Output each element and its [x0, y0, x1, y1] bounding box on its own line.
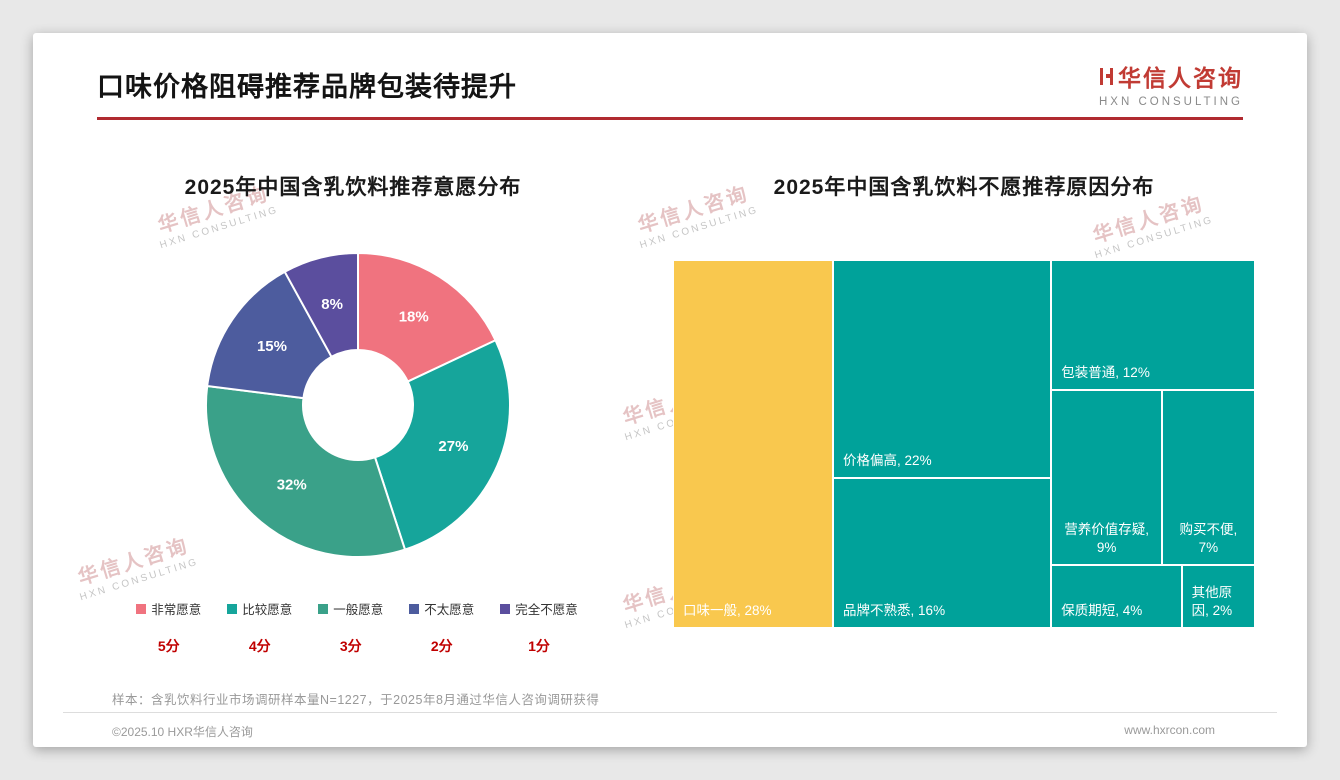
company-logo: 华信人咨询 HXN CONSULTING: [1099, 59, 1243, 108]
legend-label: 不太愿意: [424, 603, 475, 617]
footer: ©2025.10 HXR华信人咨询 www.hxrcon.com: [112, 723, 1215, 740]
donut-chart-title: 2025年中国含乳饮料推荐意愿分布: [184, 176, 522, 199]
legend-score: 5分: [157, 638, 180, 654]
legend-marker: [318, 603, 329, 614]
treemap-chart-title: 2025年中国含乳饮料不愿推荐原因分布: [773, 176, 1155, 199]
legend-score: 1分: [528, 638, 550, 654]
legend-label: 非常愿意: [151, 603, 202, 617]
treemap-cell-4: 营养价值存疑, 9%: [1051, 390, 1162, 566]
donut-slice-0: [357, 251, 497, 383]
donut-slice-label-2: 32%: [277, 477, 307, 494]
legend-item-2: 一般愿意 3分: [318, 599, 383, 656]
legend-item-1: 比较愿意 4分: [227, 599, 292, 656]
page-title: 口味价格阻碍推荐品牌包装待提升: [97, 72, 517, 102]
treemap-cell-3: 包装普通, 12%: [1051, 260, 1255, 391]
treemap-cell-1: 价格偏高, 22%: [833, 260, 1052, 479]
legend-label: 比较愿意: [242, 603, 293, 617]
legend-score: 2分: [430, 638, 453, 654]
donut-slice-1: [373, 338, 511, 551]
treemap-cell-label: 价格偏高, 22%: [843, 453, 932, 468]
donut-slice-2: [205, 384, 407, 558]
treemap-cell-6: 保质期短, 4%: [1051, 565, 1182, 628]
donut-slice-label-0: 18%: [399, 309, 429, 326]
treemap-cell-label: 口味一般, 28%: [683, 602, 772, 618]
legend-marker: [136, 603, 147, 614]
donut-slice-label-1: 27%: [438, 438, 468, 455]
logo-icon: [1100, 67, 1113, 85]
legend-label: 一般愿意: [333, 603, 384, 617]
treemap-cell-label: 其他原因, 2%: [1191, 584, 1233, 618]
treemap-cell-2: 品牌不熟悉, 16%: [833, 478, 1052, 628]
legend-label: 完全不愿意: [515, 603, 578, 617]
treemap-cell-0: 口味一般, 28%: [673, 260, 834, 628]
donut-slice-4: [283, 251, 359, 359]
legend-marker: [227, 603, 238, 614]
treemap-cell-label: 品牌不熟悉, 16%: [843, 602, 946, 618]
sample-note: 样本：含乳饮料行业市场调研样本量N=1227，于2025年8月通过华信人咨询调研…: [112, 693, 600, 707]
legend-score: 3分: [339, 638, 362, 654]
treemap-cell-label: 保质期短, 4%: [1061, 602, 1143, 618]
treemap-cell-label: 包装普通, 12%: [1061, 365, 1150, 381]
treemap-cell-label: 购买不便, 7%: [1179, 521, 1238, 555]
slide-content: 口味价格阻碍推荐品牌包装待提升 华信人咨询 HXN CONSULTING 202…: [33, 33, 1307, 747]
legend-item-0: 非常愿意 5分: [136, 599, 201, 656]
legend-item-3: 不太愿意 2分: [409, 599, 474, 656]
donut-slice-3: [206, 270, 333, 400]
footer-divider: [63, 712, 1277, 713]
legend-marker: [500, 603, 511, 614]
slide-card: 华信人咨询 HXN CONSULTING 华信人咨询 HXN CONSULTIN…: [33, 33, 1307, 747]
donut-slice-label-3: 15%: [257, 338, 287, 355]
donut-slice-label-4: 8%: [321, 296, 343, 313]
footer-website: www.hxrcon.com: [1124, 723, 1215, 737]
legend-item-4: 完全不愿意 1分: [500, 599, 578, 656]
logo-subtitle: HXN CONSULTING: [1098, 96, 1243, 108]
legend-marker: [409, 603, 420, 614]
donut-chart: 18% 27% 32% 15% 8%: [205, 251, 511, 558]
footer-copyright: ©2025.10 HXR华信人咨询: [112, 725, 253, 739]
treemap-cell-7: 其他原因, 2%: [1181, 565, 1255, 628]
legend-score: 4分: [248, 638, 271, 654]
title-underline: [97, 117, 1243, 120]
treemap-cell-5: 购买不便, 7%: [1161, 390, 1255, 566]
treemap-cell-label: 营养价值存疑, 9%: [1064, 521, 1149, 555]
logo-name: 华信人咨询: [1118, 65, 1243, 91]
donut-legend: 非常愿意 5分 比较愿意 4分 一般愿意 3分 不太愿意 2分 完全不愿意 1分: [77, 599, 637, 656]
treemap: 口味一般, 28% 价格偏高, 22% 品牌不熟悉, 16% 包装普通, 12% 营养价…: [673, 260, 1255, 628]
